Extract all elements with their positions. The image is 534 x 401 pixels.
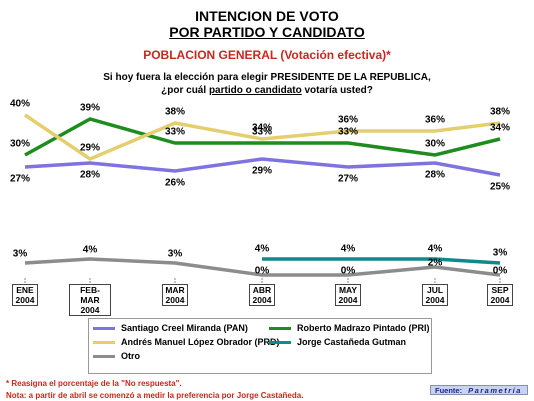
series-line [262,257,501,265]
legend-swatch [269,340,291,344]
question-text: votaría usted? [304,85,373,96]
legend-item: Roberto Madrazo Pintado (PRI) [269,323,430,333]
data-label: 26% [165,178,185,189]
legend-label: Roberto Madrazo Pintado (PRI) [297,323,430,333]
data-label: 0% [493,266,508,277]
series-line [24,113,501,161]
data-label: 28% [80,170,100,181]
data-label: 4% [428,244,443,255]
legend-item: Santiago Creel Miranda (PAN) [93,323,248,333]
legend-swatch [269,326,291,330]
x-tick-label: FEB- MAR 2004 [69,284,111,316]
legend: Santiago Creel Miranda (PAN) Roberto Madr… [88,318,432,374]
title-line: POR PARTIDO Y CANDIDATO [169,24,365,40]
data-label: 30% [425,139,445,150]
data-label: 40% [10,99,30,110]
legend-item: Andrés Manuel López Obrador (PRD) [93,337,280,347]
series-line [24,257,501,277]
x-tick-label: JUL 2004 [422,284,448,306]
series-line [24,157,501,177]
legend-swatch [93,326,115,330]
data-label: 36% [425,115,445,126]
x-tick-label: MAR 2004 [162,284,188,306]
series-line [24,117,501,157]
data-label: 33% [338,127,358,138]
data-label: 25% [490,182,510,193]
legend-item: Otro [93,351,140,361]
data-label: 34% [252,123,272,134]
data-label: 3% [168,249,183,260]
data-label: 3% [13,249,28,260]
data-label: 0% [341,266,356,277]
subtitle: POBLACION GENERAL (Votación efectiva)* [143,48,391,62]
question-text: partido o candidato [208,85,302,96]
title: INTENCION DE VOTO [195,8,339,24]
x-tick-label: SEP 2004 [487,284,513,306]
legend-label: Otro [121,351,140,361]
legend-swatch [93,340,115,344]
question: Si hoy fuera la elección para elegir PRE… [103,72,431,83]
data-label: 38% [490,107,510,118]
data-label: 4% [83,245,98,256]
legend-label: Jorge Castañeda Gutman [297,337,407,347]
legend-label: Andrés Manuel López Obrador (PRD) [121,337,280,347]
data-label: 39% [80,103,100,114]
data-label: 0% [255,266,270,277]
x-tick-label: ABR 2004 [249,284,275,306]
x-tick-label: ENE 2004 [12,284,38,306]
data-label: 29% [80,143,100,154]
data-label: 28% [425,170,445,181]
data-label: 29% [252,166,272,177]
data-label: 36% [338,115,358,126]
data-label: 27% [338,174,358,185]
data-label: 33% [165,127,185,138]
footnote: Nota: a partir de abril se comenzó a med… [6,391,304,400]
data-label: 30% [10,139,30,150]
data-label: 33% [252,127,272,138]
x-tick-label: MAY 2004 [335,284,361,306]
source: Fuente: Parametría [430,385,528,395]
question-text: ¿por cuál [161,85,207,96]
question: ¿por cuál partido o candidato votaría us… [0,85,534,96]
legend-label: Santiago Creel Miranda (PAN) [121,323,248,333]
source-label: Fuente: [435,385,463,395]
data-label: 4% [341,244,356,255]
data-label: 34% [490,123,510,134]
data-label: 2% [428,258,443,269]
legend-swatch [93,354,115,358]
data-label: 27% [10,174,30,185]
title: POR PARTIDO Y CANDIDATO [0,24,534,40]
data-label: 38% [165,107,185,118]
data-label: 4% [255,244,270,255]
data-label: 3% [493,248,508,259]
legend-item: Jorge Castañeda Gutman [269,337,406,347]
source-name: Parametría [468,385,522,395]
footnote: * Reasigna el porcentaje de la "No respu… [6,379,182,388]
